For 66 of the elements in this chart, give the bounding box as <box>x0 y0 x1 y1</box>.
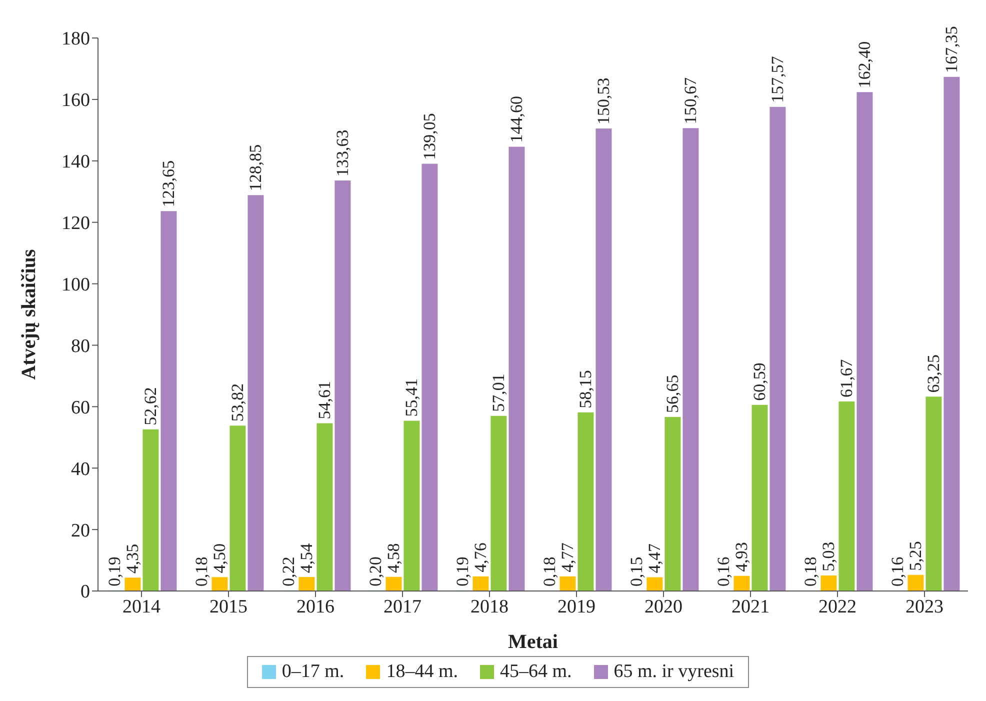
data-label: 5,03 <box>819 542 838 572</box>
data-label: 162,40 <box>855 41 874 88</box>
data-label: 52,62 <box>141 387 160 426</box>
data-label: 4,47 <box>645 543 664 574</box>
data-label: 157,57 <box>768 56 788 103</box>
x-tick-label: 2022 <box>818 596 856 618</box>
x-tick-label: 2023 <box>906 596 944 618</box>
data-label: 61,67 <box>837 358 856 398</box>
data-label: 0,20 <box>366 556 386 586</box>
x-tick-label: 2014 <box>122 596 161 618</box>
legend-label: 18–44 m. <box>385 661 458 683</box>
data-label: 167,35 <box>942 26 962 73</box>
data-label: 4,93 <box>732 542 752 572</box>
data-label: 58,15 <box>576 370 596 408</box>
x-tick-label: 2020 <box>644 596 682 618</box>
x-tick-label: 2018 <box>470 596 508 618</box>
y-tick-label: 120 <box>62 213 90 234</box>
data-label: 4,58 <box>384 543 404 573</box>
y-tick-label: 180 <box>62 28 90 50</box>
data-label: 57,01 <box>489 374 508 412</box>
y-tick-label: 140 <box>62 152 90 173</box>
x-tick-label: 2016 <box>296 596 334 618</box>
legend-label: 45–64 m. <box>498 661 572 683</box>
legend-label: 65 m. ir vyresni <box>612 661 734 683</box>
data-label: 0,19 <box>453 556 472 586</box>
data-label: 55,41 <box>402 378 422 417</box>
data-label: 0,16 <box>714 556 734 587</box>
data-label: 4,76 <box>471 542 490 572</box>
data-label: 56,65 <box>663 374 682 413</box>
y-tick-label: 40 <box>71 458 90 480</box>
data-label: 53,82 <box>228 383 248 422</box>
x-axis-title: Metai <box>508 631 558 653</box>
data-label: 0,19 <box>105 556 124 586</box>
data-label: 0,22 <box>279 556 298 586</box>
data-label: 60,59 <box>750 362 770 401</box>
y-tick-label: 20 <box>71 520 90 542</box>
data-label: 63,25 <box>924 354 944 393</box>
data-label: 0,18 <box>540 556 560 586</box>
data-label: 139,05 <box>420 113 440 160</box>
y-tick-label: 80 <box>71 336 90 357</box>
data-label: 4,54 <box>297 542 316 574</box>
x-tick-label: 2019 <box>558 596 596 618</box>
data-label: 5,25 <box>906 541 926 571</box>
data-label: 54,61 <box>315 380 334 420</box>
data-label: 0,18 <box>192 556 212 586</box>
data-label: 128,85 <box>246 144 266 192</box>
x-tick-label: 2017 <box>384 596 422 618</box>
data-label: 0,16 <box>888 556 908 587</box>
data-label: 150,53 <box>594 78 614 125</box>
legend-label: 0–17 m. <box>280 661 344 683</box>
data-label: 0,18 <box>801 556 820 586</box>
data-label: 133,63 <box>333 130 352 176</box>
data-label: 123,65 <box>159 160 178 208</box>
x-tick-label: 2015 <box>210 596 248 618</box>
data-label: 144,60 <box>507 96 526 143</box>
x-tick-label: 2021 <box>732 596 770 618</box>
data-label: 150,67 <box>681 76 700 124</box>
data-label: 0,15 <box>627 556 646 587</box>
data-label: 4,50 <box>210 543 230 574</box>
y-tick-label: 100 <box>62 274 90 296</box>
y-tick-label: 160 <box>62 90 90 112</box>
y-axis-title: Atvejų skaičius <box>18 249 40 380</box>
y-tick-label: 60 <box>71 397 90 418</box>
data-label: 4,35 <box>123 544 142 574</box>
y-tick-label: 0 <box>80 582 90 603</box>
data-label: 4,77 <box>558 542 578 572</box>
